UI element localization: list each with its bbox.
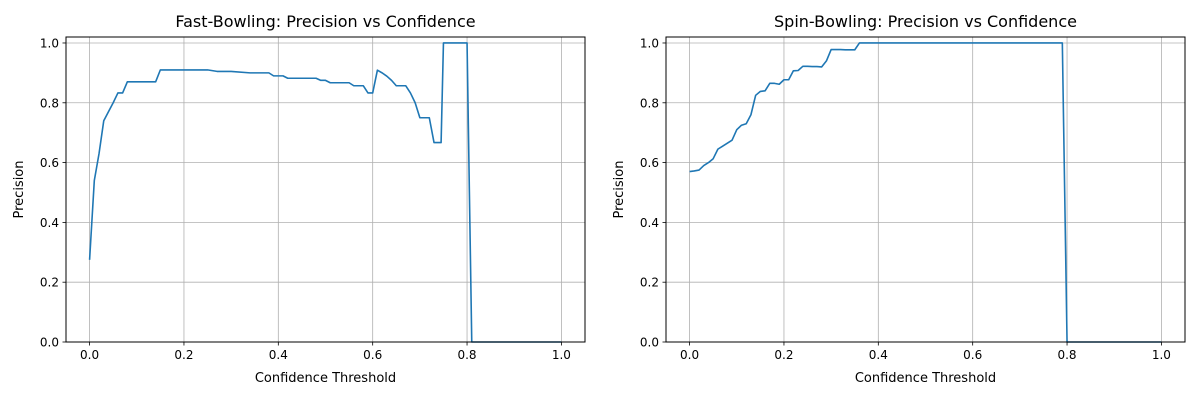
axes-frame-spin-bowling [665, 36, 1186, 343]
x-axis-label-spin-bowling: Confidence Threshold [855, 371, 996, 386]
x-tick-label: 0.0 [80, 348, 99, 362]
x-tick-label: 1.0 [552, 348, 571, 362]
y-tick-label: 0.8 [640, 96, 659, 110]
y-tick-label: 0.0 [40, 336, 59, 350]
y-tick-label: 0.4 [40, 216, 59, 230]
x-tick-label: 0.4 [269, 348, 288, 362]
x-tick-label: 0.2 [174, 348, 193, 362]
y-tick-label: 0.6 [640, 156, 659, 170]
x-tick-label: 1.0 [1152, 348, 1171, 362]
x-tick-label: 0.2 [774, 348, 793, 362]
y-tick-label: 0.2 [40, 276, 59, 290]
y-tick-label: 0.8 [40, 96, 59, 110]
x-tick-label: 0.0 [680, 348, 699, 362]
y-tick-label: 1.0 [40, 36, 59, 50]
x-tick-label: 0.4 [869, 348, 888, 362]
x-tick-label: 0.8 [1057, 348, 1076, 362]
chart-fast-bowling: 0.0 0.2 0.4 0.6 0.8 1.0 0.0 0.2 0.4 0.6 0.8 1.0 Fas… [12, 12, 586, 386]
y-axis-label-fast-bowling: Precision [12, 160, 27, 218]
y-axis-label-spin-bowling: Precision [612, 160, 627, 218]
y-tick-label: 0.0 [640, 336, 659, 350]
axes-frame-fast-bowling [65, 36, 586, 343]
x-tick-label: 0.6 [363, 348, 382, 362]
x-tick-label: 0.8 [457, 348, 476, 362]
y-tick-label: 0.6 [40, 156, 59, 170]
chart-title-spin-bowling: Spin-Bowling: Precision vs Confidence [774, 12, 1077, 31]
y-tick-label: 0.4 [640, 216, 659, 230]
y-tick-label: 1.0 [640, 36, 659, 50]
y-tick-label: 0.2 [640, 276, 659, 290]
series-line-fast-bowling [88, 42, 562, 343]
chart-spin-bowling: 0.0 0.2 0.4 0.6 0.8 1.0 0.0 0.2 0.4 0.6 0.8 1.0 Spi… [612, 12, 1186, 386]
x-axis-label-fast-bowling: Confidence Threshold [255, 371, 396, 386]
series-line-spin-bowling [689, 42, 1162, 343]
x-tick-label: 0.6 [963, 348, 982, 362]
chart-title-fast-bowling: Fast-Bowling: Precision vs Confidence [175, 12, 475, 31]
